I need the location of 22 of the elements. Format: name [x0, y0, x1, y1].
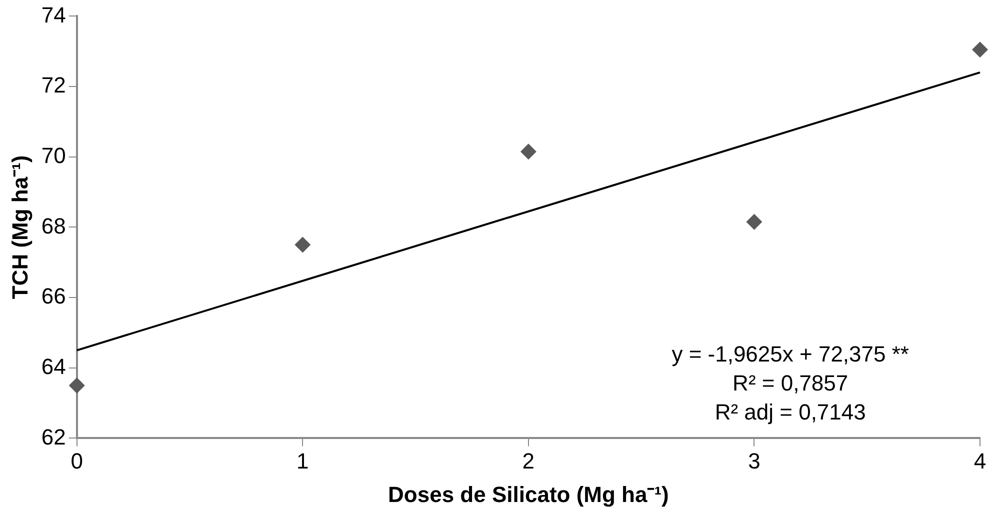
y-tick-label: 68	[41, 213, 66, 238]
y-tick-label: 66	[41, 284, 66, 309]
x-tick-label: 0	[70, 448, 83, 474]
point	[68, 377, 85, 394]
y-tick-label: 62	[41, 424, 66, 450]
x-tick-label: 1	[296, 448, 309, 474]
point	[520, 144, 536, 160]
point	[972, 42, 988, 58]
point	[746, 214, 762, 230]
annotation: R² adj = 0,7143	[714, 399, 866, 424]
y-axis-title: TCH (Mg ha⁻¹)	[7, 155, 32, 300]
annotation: R² = 0,7857	[732, 370, 848, 396]
x-tick-label: 2	[522, 448, 535, 474]
y-tick-label: 64	[41, 354, 66, 379]
y-tick-label: 74	[41, 2, 66, 28]
x-tick-label: 4	[974, 448, 986, 474]
annotation: y = -1,9625x + 72,375 **	[672, 341, 910, 366]
x-tick-label: 3	[748, 448, 760, 474]
y-tick-label: 70	[41, 142, 66, 168]
point	[294, 236, 311, 253]
x-axis-title: Doses de Silicato (Mg ha⁻¹)	[388, 482, 669, 507]
y-tick-label: 72	[41, 72, 66, 98]
